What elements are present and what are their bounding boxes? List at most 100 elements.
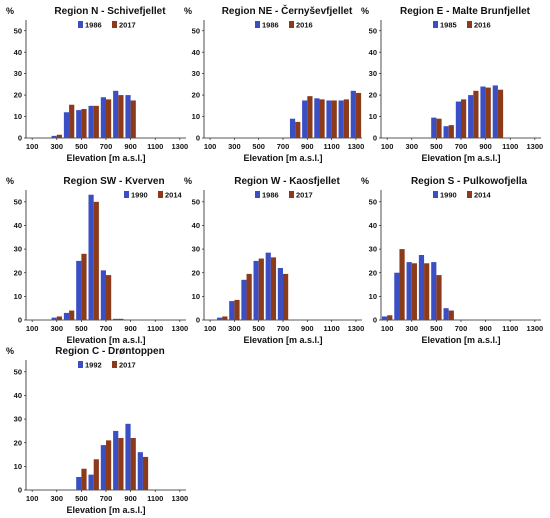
bar-1986-400 [241,279,247,320]
chart-panel-4: Region SW - Kverven% 0 10 20 30 40 50 100 300 500… [6,176,188,345]
legend-label-2017: 2017 [119,361,136,370]
y-tick-label: 40 [192,48,200,57]
chart-panel-3: Region E - Malte Brunfjellet% 0 10 20 30 40 50… [361,6,543,163]
y-axis-label: % [6,346,14,356]
x-tick-label: 1300 [348,324,365,333]
x-axis-label: Elevation [m a.s.l.] [243,335,322,345]
bar-2017-900 [130,438,136,490]
bar-1990-300 [406,262,412,320]
x-tick-label: 500 [430,142,443,151]
y-axis-label: % [184,176,192,186]
bar-2017-400 [69,104,75,138]
x-tick-label: 100 [26,324,39,333]
y-tick-label: 10 [369,292,377,301]
bar-2017-600 [270,257,277,320]
x-tick-label: 500 [430,324,443,333]
chart-title: Region C - Drøntoppen [55,346,164,357]
bar-1990-500 [431,262,437,320]
y-tick-label: 10 [192,292,200,301]
x-tick-label: 500 [252,142,265,151]
legend-label-1986: 1986 [262,21,279,30]
bar-2017-500 [81,109,87,138]
x-tick-label: 300 [406,324,419,333]
x-tick-label: 1300 [172,142,189,151]
bar-2016-1000 [319,99,325,138]
bar-1990-600 [443,308,449,320]
bar-2014-300 [56,316,62,320]
bar-1986-800 [113,90,119,138]
y-tick-label: 0 [373,134,377,143]
y-tick-label: 0 [18,486,22,495]
bar-1992-800 [113,430,119,490]
chart-title: Region NE - Černyševfjellet [222,4,353,17]
x-tick-label: 300 [406,142,419,151]
x-tick-label: 900 [124,142,137,151]
y-tick-label: 50 [14,367,22,376]
bar-1985-500 [431,117,437,138]
legend-swatch-1986 [78,21,83,28]
x-tick-label: 700 [100,494,113,503]
x-tick-label: 1100 [502,142,518,151]
y-tick-label: 10 [14,462,22,471]
y-axis-label: % [361,176,369,186]
bar-2016-700 [461,99,467,138]
y-tick-label: 10 [369,112,377,121]
chart-title: Region E - Malte Brunfjellet [400,6,531,17]
legend-label-2014: 2014 [474,191,492,200]
y-tick-label: 40 [14,391,22,400]
legend-label-1985: 1985 [440,21,457,30]
legend-swatch-2014 [158,191,163,198]
legend-label-1986: 1986 [85,21,102,30]
x-tick-label: 700 [455,142,468,151]
y-tick-label: 20 [14,438,22,447]
chart-title: Region SW - Kverven [63,176,164,187]
y-tick-label: 10 [14,292,22,301]
x-tick-label: 500 [252,324,265,333]
x-tick-label: 100 [26,142,39,151]
x-axis-label: Elevation [m a.s.l.] [66,505,145,515]
bar-1986-200 [217,317,223,320]
bar-2017-800 [118,438,124,490]
x-tick-label: 1300 [172,494,189,503]
bar-1986-900 [302,100,308,138]
x-axis-label: Elevation [m a.s.l.] [66,153,145,163]
bar-1992-500 [76,477,82,490]
x-tick-label: 100 [26,494,39,503]
chart-title: Region S - Pulkowofjella [411,176,528,187]
x-tick-label: 1300 [527,142,544,151]
x-tick-label: 1300 [172,324,189,333]
bar-1986-1000 [314,98,320,138]
x-tick-label: 100 [381,142,394,151]
bar-1992-700 [100,445,106,490]
x-tick-label: 1100 [502,324,518,333]
bar-2016-1200 [343,99,349,138]
bar-2014-600 [448,310,454,320]
y-axis-label: % [6,6,14,16]
x-axis-label: Elevation [m a.s.l.] [421,153,500,163]
chart-title: Region N - Schivefjellet [54,6,166,17]
y-tick-label: 50 [369,26,377,35]
legend-swatch-2014 [467,191,472,198]
bar-1986-600 [265,252,271,320]
bar-1990-800 [113,318,119,320]
x-tick-label: 100 [204,142,217,151]
y-tick-label: 10 [192,112,200,121]
x-tick-label: 700 [100,142,113,151]
x-tick-label: 900 [479,142,492,151]
bar-2017-700 [106,99,112,138]
legend-swatch-2017 [112,361,117,368]
y-tick-label: 40 [192,221,200,230]
legend-swatch-1990 [124,191,129,198]
bar-2017-500 [81,468,87,490]
bar-2016-800 [295,121,301,138]
x-tick-label: 1100 [323,142,339,151]
chart-panel-7: Region C - Drøntoppen% 0 10 20 30 40 50 100 300 5… [6,346,188,515]
x-tick-label: 100 [204,324,217,333]
chart-panel-2: Region NE - Černyševfjellet% 0 10 20 30 40 50 1… [184,4,364,163]
bar-1986-700 [277,268,283,320]
bar-2017-700 [283,273,289,320]
bar-1986-500 [253,260,259,320]
bar-1990-300 [51,317,57,320]
legend-label-1992: 1992 [85,361,102,370]
y-tick-label: 20 [192,268,200,277]
